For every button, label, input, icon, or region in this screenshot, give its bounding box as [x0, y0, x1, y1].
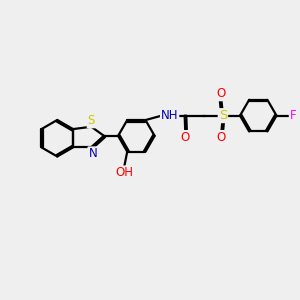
Text: F: F	[290, 109, 296, 122]
Text: S: S	[88, 114, 95, 127]
Text: S: S	[219, 109, 227, 122]
Text: N: N	[88, 147, 97, 160]
Text: O: O	[181, 131, 190, 144]
Text: O: O	[217, 87, 226, 101]
Text: O: O	[217, 131, 226, 144]
Text: OH: OH	[115, 167, 133, 179]
Text: NH: NH	[161, 109, 178, 122]
